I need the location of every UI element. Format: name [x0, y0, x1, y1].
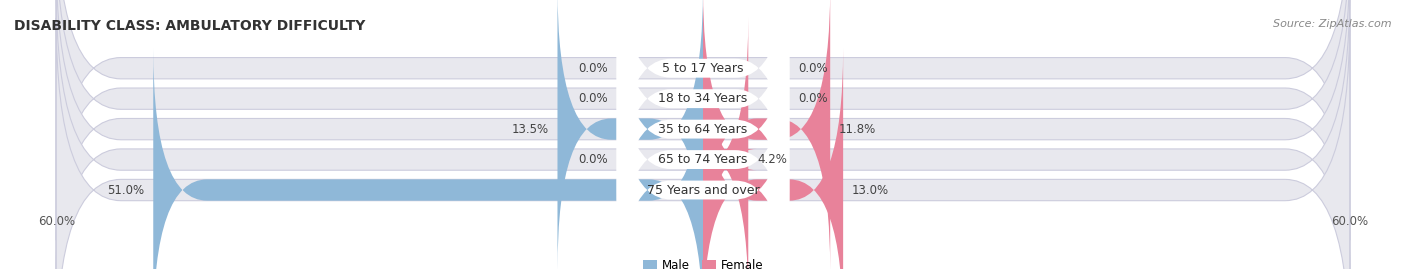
- Text: 4.2%: 4.2%: [756, 153, 787, 166]
- Text: 0.0%: 0.0%: [578, 62, 609, 75]
- FancyBboxPatch shape: [703, 48, 844, 269]
- Text: 0.0%: 0.0%: [578, 153, 609, 166]
- FancyBboxPatch shape: [617, 0, 789, 242]
- Text: 18 to 34 Years: 18 to 34 Years: [658, 92, 748, 105]
- Text: DISABILITY CLASS: AMBULATORY DIFFICULTY: DISABILITY CLASS: AMBULATORY DIFFICULTY: [14, 19, 366, 33]
- Text: 75 Years and over: 75 Years and over: [647, 183, 759, 197]
- FancyBboxPatch shape: [56, 0, 1350, 269]
- Text: 65 to 74 Years: 65 to 74 Years: [658, 153, 748, 166]
- Text: 0.0%: 0.0%: [797, 92, 828, 105]
- FancyBboxPatch shape: [56, 0, 1350, 240]
- Text: 13.0%: 13.0%: [852, 183, 889, 197]
- Text: 51.0%: 51.0%: [107, 183, 145, 197]
- FancyBboxPatch shape: [56, 0, 1350, 269]
- Text: Source: ZipAtlas.com: Source: ZipAtlas.com: [1274, 19, 1392, 29]
- FancyBboxPatch shape: [695, 18, 756, 269]
- Text: 35 to 64 Years: 35 to 64 Years: [658, 123, 748, 136]
- FancyBboxPatch shape: [617, 0, 789, 211]
- FancyBboxPatch shape: [617, 47, 789, 269]
- Text: 0.0%: 0.0%: [797, 62, 828, 75]
- FancyBboxPatch shape: [56, 18, 1350, 269]
- Legend: Male, Female: Male, Female: [638, 254, 768, 269]
- FancyBboxPatch shape: [56, 0, 1350, 269]
- FancyBboxPatch shape: [703, 0, 830, 269]
- FancyBboxPatch shape: [558, 0, 703, 269]
- FancyBboxPatch shape: [617, 17, 789, 269]
- FancyBboxPatch shape: [153, 48, 703, 269]
- Text: 0.0%: 0.0%: [578, 92, 609, 105]
- Text: 11.8%: 11.8%: [839, 123, 876, 136]
- Text: 5 to 17 Years: 5 to 17 Years: [662, 62, 744, 75]
- Text: 13.5%: 13.5%: [512, 123, 548, 136]
- FancyBboxPatch shape: [617, 0, 789, 269]
